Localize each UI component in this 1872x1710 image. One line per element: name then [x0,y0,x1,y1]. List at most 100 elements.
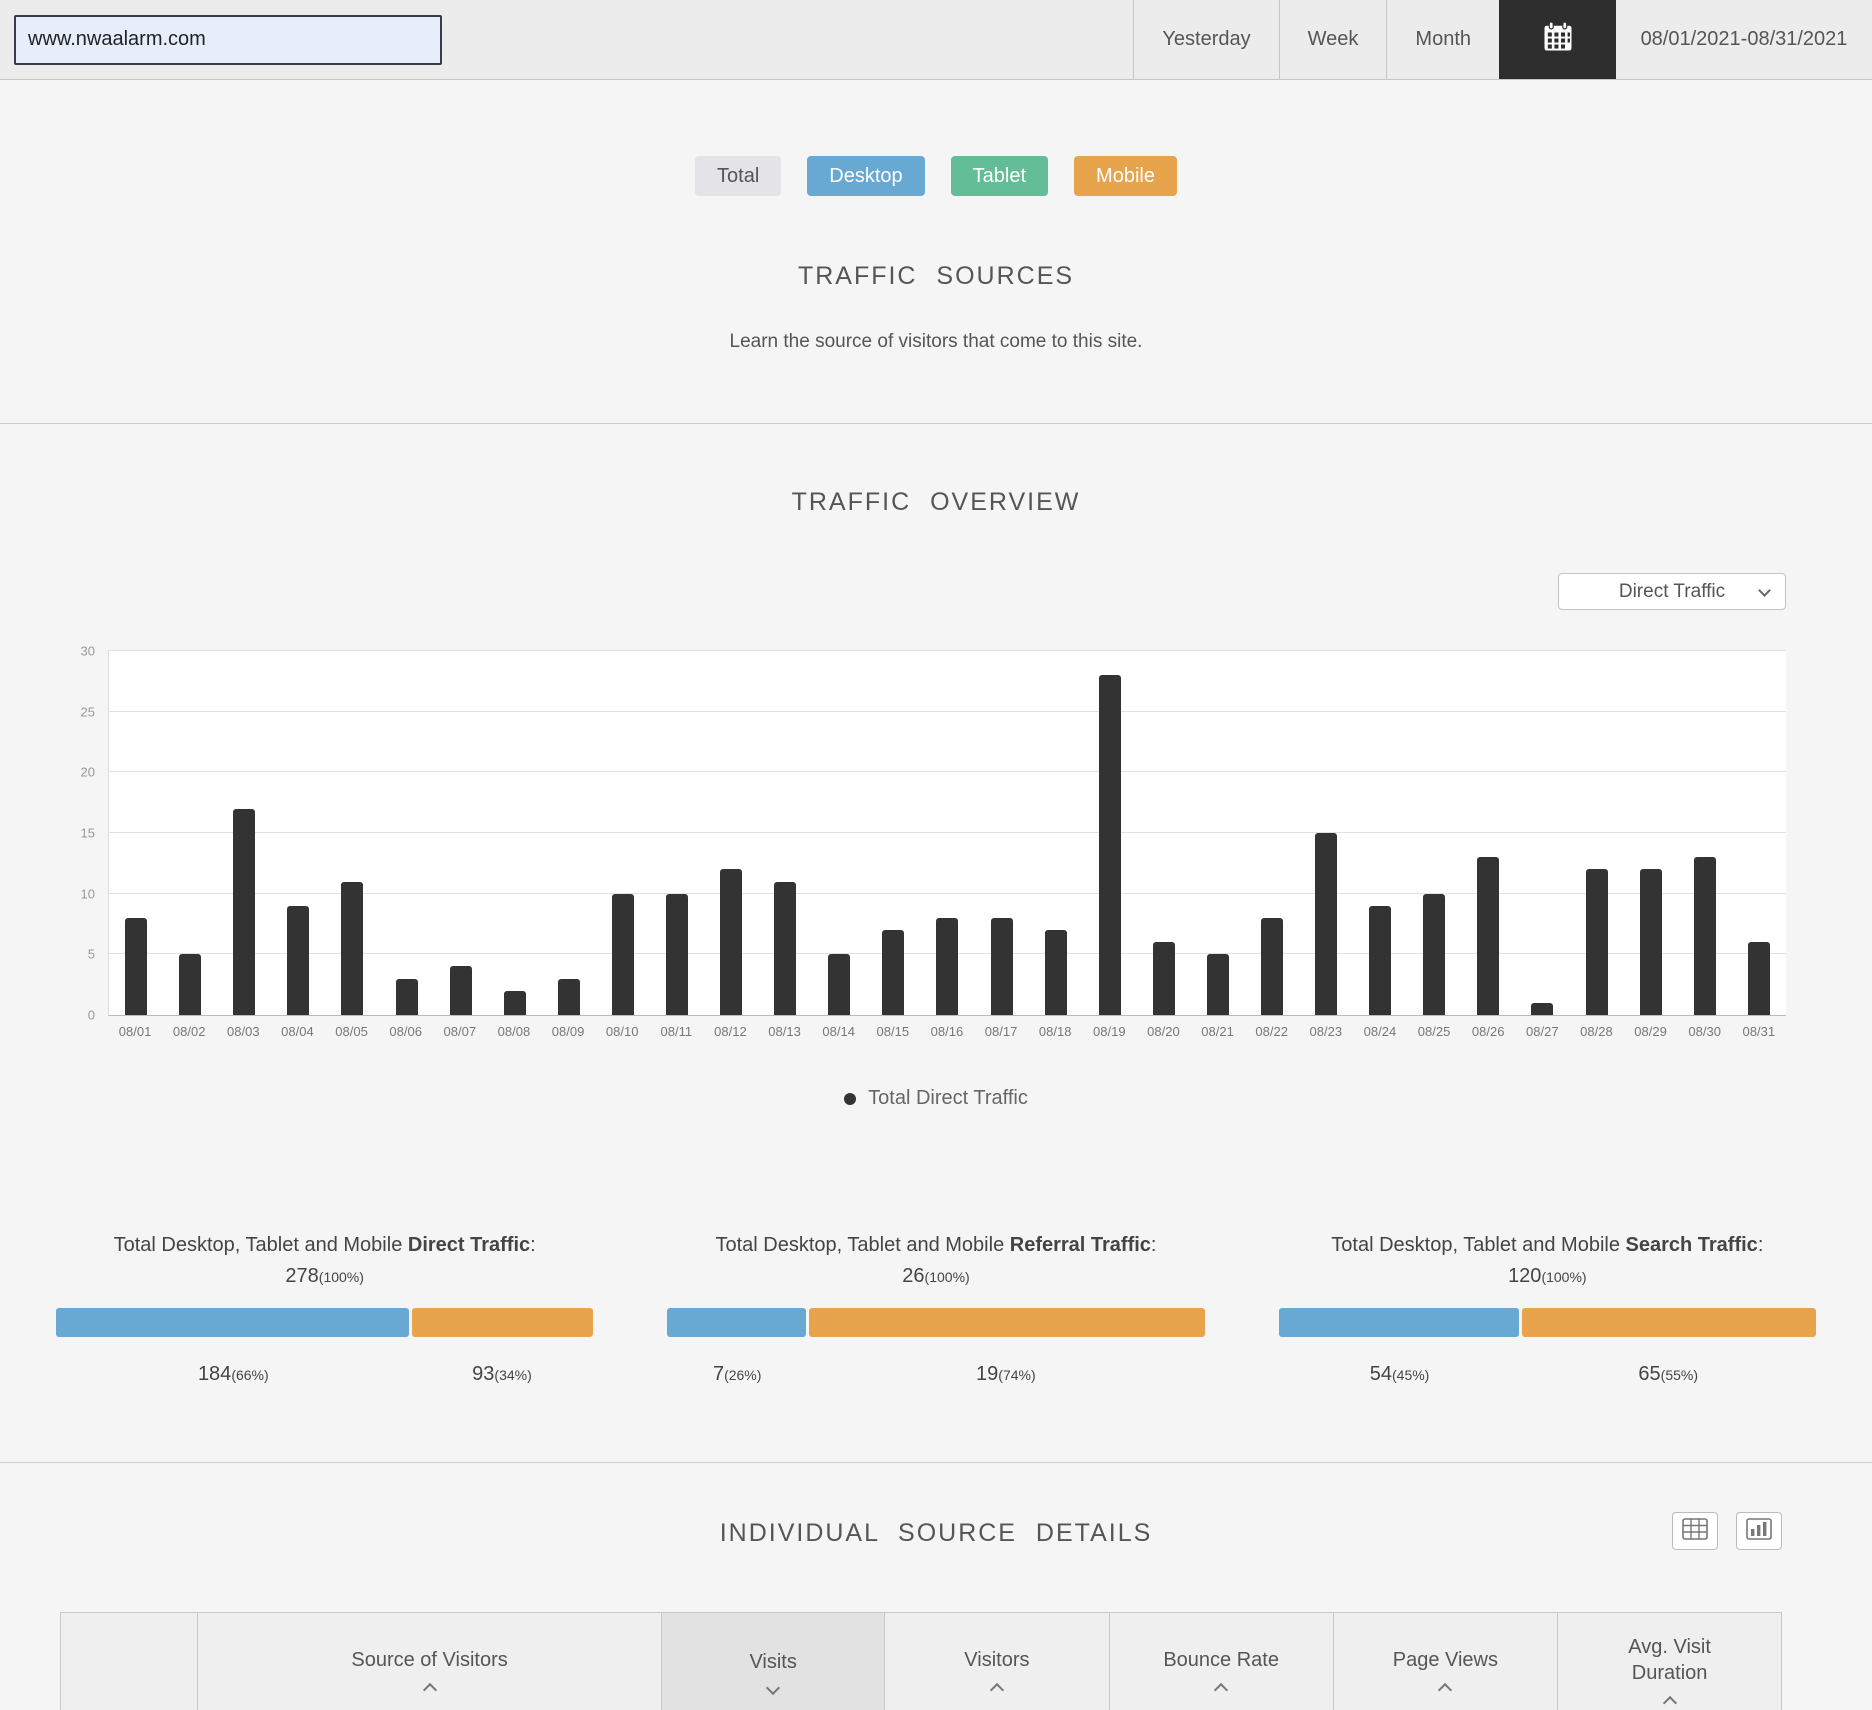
bar-08/16[interactable] [936,917,959,1015]
y-tick-label: 30 [80,643,95,659]
column-header-source-of-visitors[interactable]: Source of Visitors [196,1613,661,1710]
filter-desktop[interactable]: Desktop [807,156,925,196]
bar-slot [1353,651,1407,1015]
traffic-sources-title: TRAFFIC SOURCES [797,262,1075,290]
x-tick-label: 08/31 [1742,1024,1776,1039]
bar-08/05[interactable] [341,881,364,1015]
legend-label: Total Direct Traffic [868,1087,1028,1109]
bar-slot [379,651,433,1015]
bar-08/06[interactable] [395,978,418,1015]
bar-08/07[interactable] [449,966,472,1015]
total-label: Total Desktop, Tablet and Mobile Referra… [715,1234,1157,1256]
bar-slot [1732,651,1786,1015]
right-split-value: 93(34%) [472,1363,532,1385]
bar-08/22[interactable] [1261,917,1284,1015]
bar-08/13[interactable] [774,881,797,1015]
traffic-type-dropdown[interactable]: Direct Traffic [1558,573,1786,610]
split-bar [56,1308,594,1337]
x-tick-label: 08/28 [1580,1024,1613,1039]
bar-08/19[interactable] [1098,675,1121,1015]
bar-08/28[interactable] [1585,869,1608,1015]
bar-08/01[interactable] [125,917,148,1015]
x-tick-label: 08/11 [660,1024,693,1039]
bar-slot [1299,651,1353,1015]
sort-ascending-icon [1214,1682,1229,1698]
x-tick-label: 08/22 [1255,1024,1288,1039]
range-button-yesterday[interactable]: Yesterday [1133,0,1278,79]
bar-08/26[interactable] [1477,857,1500,1015]
bar-08/03[interactable] [233,808,256,1015]
bar-08/02[interactable] [179,954,202,1015]
column-label: Bounce Rate [1163,1649,1279,1671]
x-tick-label: 08/20 [1147,1024,1180,1039]
filter-mobile[interactable]: Mobile [1074,156,1177,196]
bar-08/17[interactable] [990,917,1013,1015]
column-label: Visits [749,1651,797,1673]
bar-slot [542,651,596,1015]
x-tick-label: 08/29 [1634,1024,1667,1039]
bar-08/25[interactable] [1423,893,1446,1015]
sort-ascending-icon [989,1682,1004,1698]
source-details-head: INDIVIDUAL SOURCE DETAILS [0,1512,1872,1550]
column-label: Visitors [964,1649,1030,1671]
chart-view-button[interactable] [1736,1512,1782,1550]
gridline [109,832,1786,833]
range-button-month[interactable]: Month [1386,0,1499,79]
bar-slot [650,651,704,1015]
date-range[interactable]: 08/01/2021-08/31/2021 [1640,28,1848,50]
y-tick-label: 10 [80,886,95,902]
bar-08/08[interactable] [503,990,526,1015]
bar-slot [866,651,920,1015]
x-tick-label: 08/21 [1201,1024,1234,1039]
bar-08/29[interactable] [1639,869,1662,1015]
filter-tablet[interactable]: Tablet [950,156,1049,196]
x-tick-label: 08/25 [1417,1024,1451,1039]
bar-08/21[interactable] [1206,954,1229,1015]
bar-slot [920,651,974,1015]
x-tick-label: 08/04 [281,1024,314,1039]
section-divider [0,1462,1872,1463]
bar-08/30[interactable] [1693,857,1716,1015]
bar-08/24[interactable] [1369,905,1392,1015]
filter-total[interactable]: Total [695,156,782,196]
bar-08/20[interactable] [1152,942,1175,1015]
device-filters: Total Desktop Tablet Mobile [0,156,1872,196]
bar-08/10[interactable] [611,893,634,1015]
bar-08/31[interactable] [1747,942,1770,1015]
sort-ascending-icon [1438,1682,1453,1698]
column-header-page-views[interactable]: Page Views [1332,1613,1558,1710]
bar-08/23[interactable] [1315,833,1338,1015]
calendar-button[interactable] [1499,0,1616,79]
bar-slot [434,651,488,1015]
total-value: 278(100%) [285,1265,364,1287]
bar-08/12[interactable] [720,869,743,1015]
split-labels: 54(45%) 65(55%) [1279,1363,1816,1386]
column-header-bounce-rate[interactable]: Bounce Rate [1108,1613,1333,1710]
bar-08/09[interactable] [557,978,580,1015]
bar-slot [1570,651,1624,1015]
bar-08/27[interactable] [1531,1002,1554,1015]
bar-08/14[interactable] [828,954,851,1015]
column-header-visitors[interactable]: Visitors [884,1613,1109,1710]
bar-slot [812,651,866,1015]
mobile-segment [809,1308,1205,1337]
column-header-visits[interactable]: Visits [661,1613,885,1710]
x-tick-label: 08/18 [1038,1024,1072,1039]
table-view-button[interactable] [1672,1512,1718,1550]
bar-slot [488,651,542,1015]
bar-08/18[interactable] [1044,930,1067,1015]
bar-08/11[interactable] [665,893,688,1015]
column-header-avg-visit-duration[interactable]: Avg. Visit Duration [1557,1613,1781,1710]
total-value: 26(100%) [902,1265,970,1287]
bar-08/04[interactable] [287,905,310,1015]
bar-slot [1407,651,1461,1015]
table-header-row: Source of Visitors Visits Visitors Bounce R… [61,1613,1781,1710]
range-button-week[interactable]: Week [1278,0,1387,79]
total-value: 120(100%) [1508,1265,1587,1287]
bar-slot [1137,651,1191,1015]
x-tick-label: 08/03 [227,1024,260,1039]
x-tick-label: 08/12 [714,1024,747,1039]
bar-08/15[interactable] [882,930,905,1015]
url-input[interactable] [14,14,442,65]
x-tick-label: 08/14 [822,1024,855,1039]
